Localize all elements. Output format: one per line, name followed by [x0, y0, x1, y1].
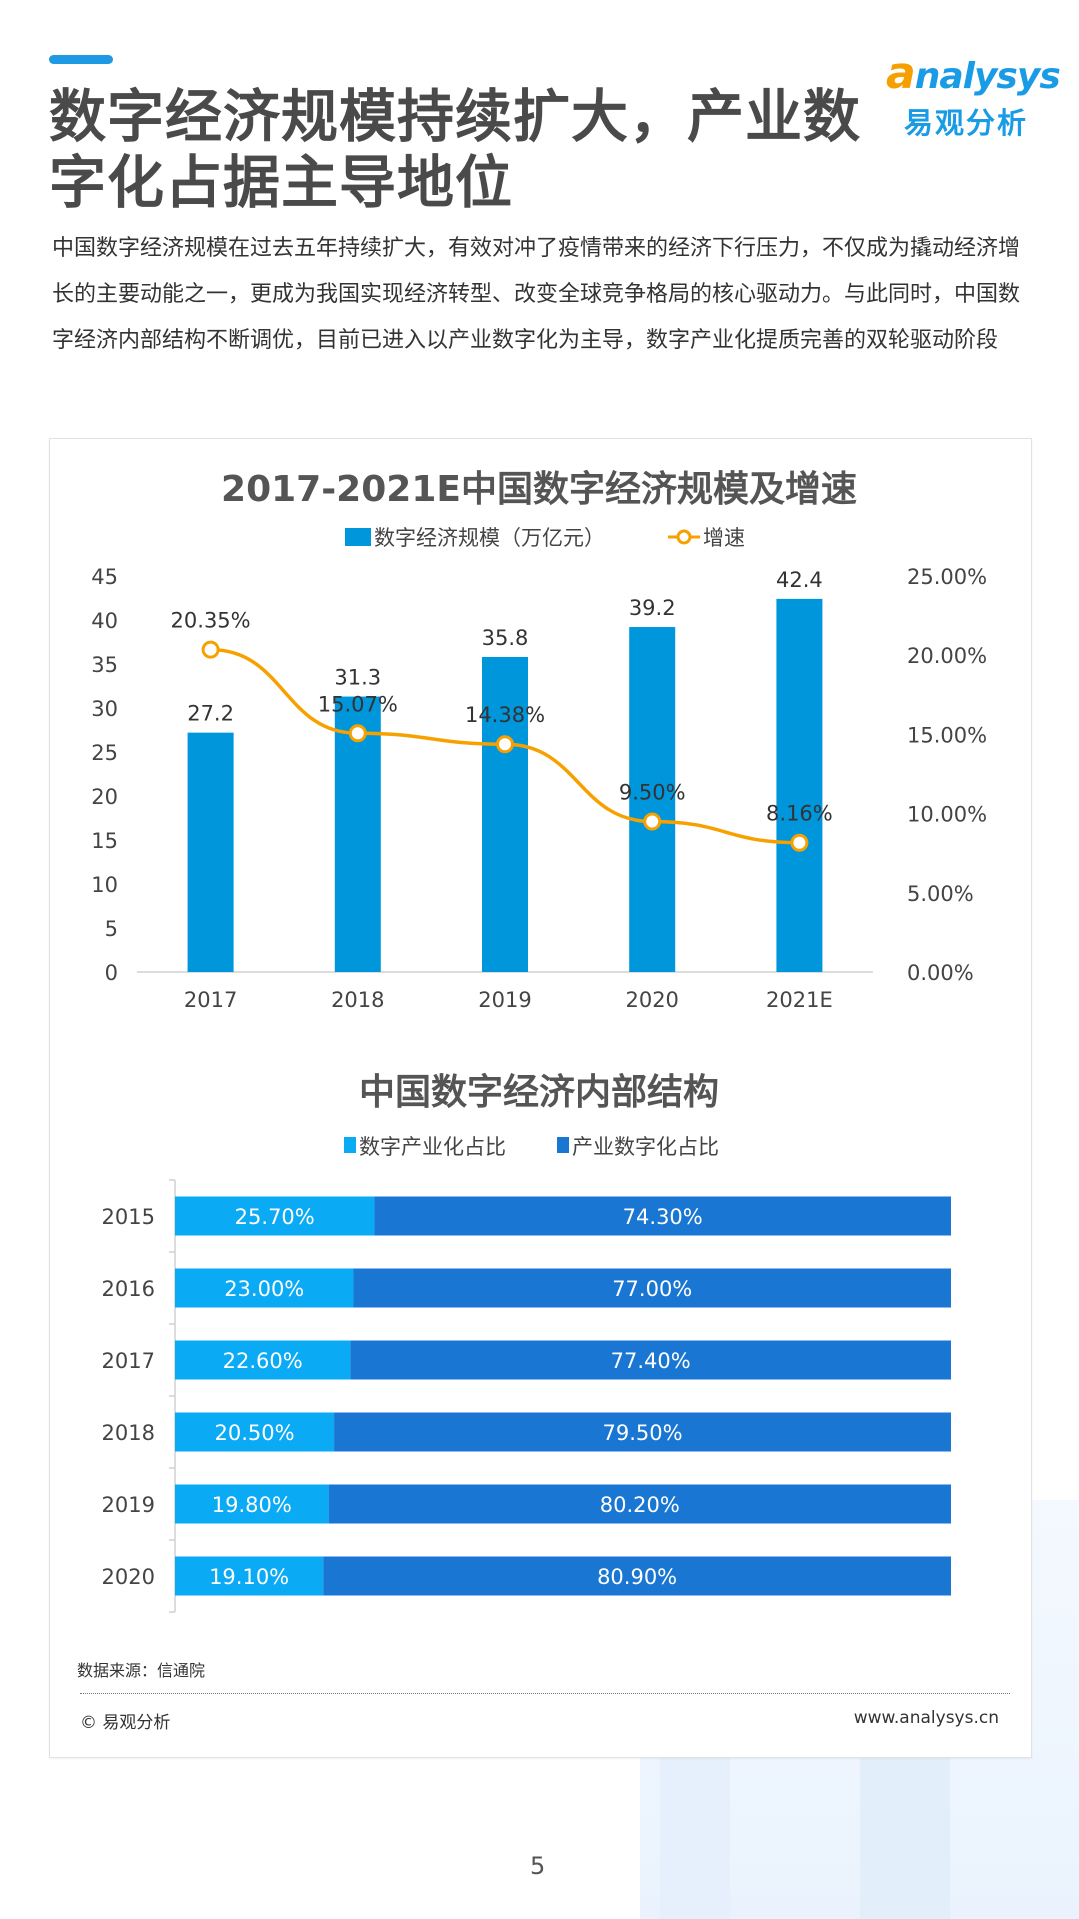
y-left-tick: 15: [91, 829, 118, 853]
y-tick: 2020: [102, 1565, 155, 1589]
bar-data-label: 35.8: [482, 626, 529, 650]
x-tick: 2017: [184, 988, 237, 1012]
legend-label: 产业数字化占比: [572, 1135, 719, 1159]
y-left-tick: 5: [105, 917, 118, 941]
growth-point: [643, 812, 662, 831]
bar-digital-industrialization: [175, 1484, 329, 1524]
growth-data-label: 20.35%: [171, 609, 251, 633]
legend-label-growth: 增速: [703, 526, 745, 550]
footer-divider: [80, 1693, 1010, 1694]
bar-digital-industrialization: [175, 1268, 354, 1308]
y-left-tick: 40: [91, 609, 118, 633]
bar-data-label: 80.20%: [600, 1493, 680, 1517]
y-tick: 2016: [102, 1277, 155, 1301]
bar-data-label: 39.2: [629, 596, 676, 620]
y-tick: 2017: [102, 1349, 155, 1373]
logo-text-en: nalysys: [914, 56, 1061, 97]
y-right-tick: 15.00%: [907, 723, 987, 747]
bar-digital-industrialization: [175, 1412, 335, 1452]
page-number: 5: [530, 1852, 546, 1880]
y-left-tick: 35: [91, 653, 118, 677]
legend-swatch-digital-industrialization: [344, 1137, 356, 1153]
legend-label-scale: 数字经济规模（万亿元）: [374, 526, 605, 550]
y-right-tick: 25.00%: [907, 565, 987, 589]
bar-data-label: 19.80%: [212, 1493, 292, 1517]
bar-digital-industrialization: [175, 1556, 324, 1596]
intro-paragraph: 中国数字经济规模在过去五年持续扩大，有效对冲了疫情带来的经济下行压力，不仅成为撬…: [52, 236, 1021, 353]
bar-data-label: 79.50%: [603, 1421, 683, 1445]
legend-bar-swatch: [345, 528, 371, 546]
y-right-tick: 0.00%: [907, 961, 974, 985]
bar-data-label: 25.70%: [235, 1205, 315, 1229]
x-tick: 2021E: [766, 988, 833, 1012]
website-link[interactable]: www.analysys.cn: [853, 1708, 999, 1728]
y-left-tick: 20: [91, 785, 118, 809]
x-tick: 2020: [625, 988, 678, 1012]
bar-data-label: 31.3: [334, 666, 381, 690]
bar-data-label: 77.00%: [612, 1277, 692, 1301]
legend-swatch-industrial-digitalization: [557, 1137, 569, 1153]
bar-data-label: 22.60%: [223, 1349, 303, 1373]
chart-title: 中国数字经济内部结构: [359, 1072, 719, 1113]
y-left-tick: 10: [91, 873, 118, 897]
logo-text-cn: 易观分析: [904, 106, 1029, 140]
bar-digital-industrialization: [175, 1196, 375, 1236]
legend-label: 数字产业化占比: [359, 1135, 506, 1159]
bar-data-label: 74.30%: [623, 1205, 703, 1229]
y-left-tick: 45: [91, 565, 118, 589]
y-right-tick: 10.00%: [907, 803, 987, 827]
x-tick: 2019: [478, 988, 531, 1012]
copyright: © 易观分析: [80, 1713, 171, 1733]
growth-data-label: 8.16%: [766, 802, 833, 826]
growth-point: [201, 640, 220, 659]
legend-marker-icon: [676, 529, 692, 545]
bar: [776, 598, 823, 972]
y-tick: 2019: [102, 1493, 155, 1517]
bar-industrial-digitalization: [350, 1340, 952, 1380]
bar-industrial-digitalization: [374, 1196, 951, 1236]
y-right-tick: 5.00%: [907, 882, 974, 906]
bar-data-label: 80.90%: [597, 1565, 677, 1589]
bar-industrial-digitalization: [328, 1484, 951, 1524]
growth-data-label: 9.50%: [619, 781, 686, 805]
y-left-tick: 0: [105, 961, 118, 985]
page-title: 数字经济规模持续扩大，产业数字化占据主导地位: [49, 84, 861, 216]
growth-point: [496, 735, 514, 754]
bar: [482, 656, 528, 972]
y-left-tick: 30: [91, 697, 118, 721]
bar-industrial-digitalization: [334, 1412, 952, 1452]
bar: [629, 627, 676, 972]
x-tick: 2018: [331, 988, 384, 1012]
data-source: 数据来源：信通院: [77, 1661, 206, 1680]
bar-data-label: 20.50%: [215, 1421, 295, 1445]
growth-data-label: 14.38%: [465, 703, 545, 727]
y-tick: 2018: [102, 1421, 155, 1445]
bar: [187, 732, 234, 972]
bar-industrial-digitalization: [353, 1268, 952, 1308]
logo-initial: a: [886, 48, 916, 99]
bar-data-label: 77.40%: [611, 1349, 691, 1373]
growth-point: [348, 724, 367, 743]
analysys-logo: analysys 易观分析: [866, 48, 1061, 143]
y-right-tick: 20.00%: [907, 644, 987, 668]
growth-data-label: 15.07%: [318, 692, 398, 716]
bar: [334, 696, 381, 972]
bar-data-label: 27.2: [187, 702, 234, 726]
accent-bar: [49, 55, 113, 64]
y-left-tick: 25: [91, 741, 118, 765]
bar-digital-industrialization: [175, 1340, 351, 1380]
y-tick: 2015: [102, 1205, 155, 1229]
bar-industrial-digitalization: [323, 1556, 951, 1596]
growth-point: [790, 833, 809, 852]
bar-data-label: 42.4: [776, 568, 823, 592]
chart-title: 2017-2021E中国数字经济规模及增速: [221, 469, 857, 510]
bar-data-label: 23.00%: [224, 1277, 304, 1301]
bar-data-label: 19.10%: [209, 1565, 289, 1589]
